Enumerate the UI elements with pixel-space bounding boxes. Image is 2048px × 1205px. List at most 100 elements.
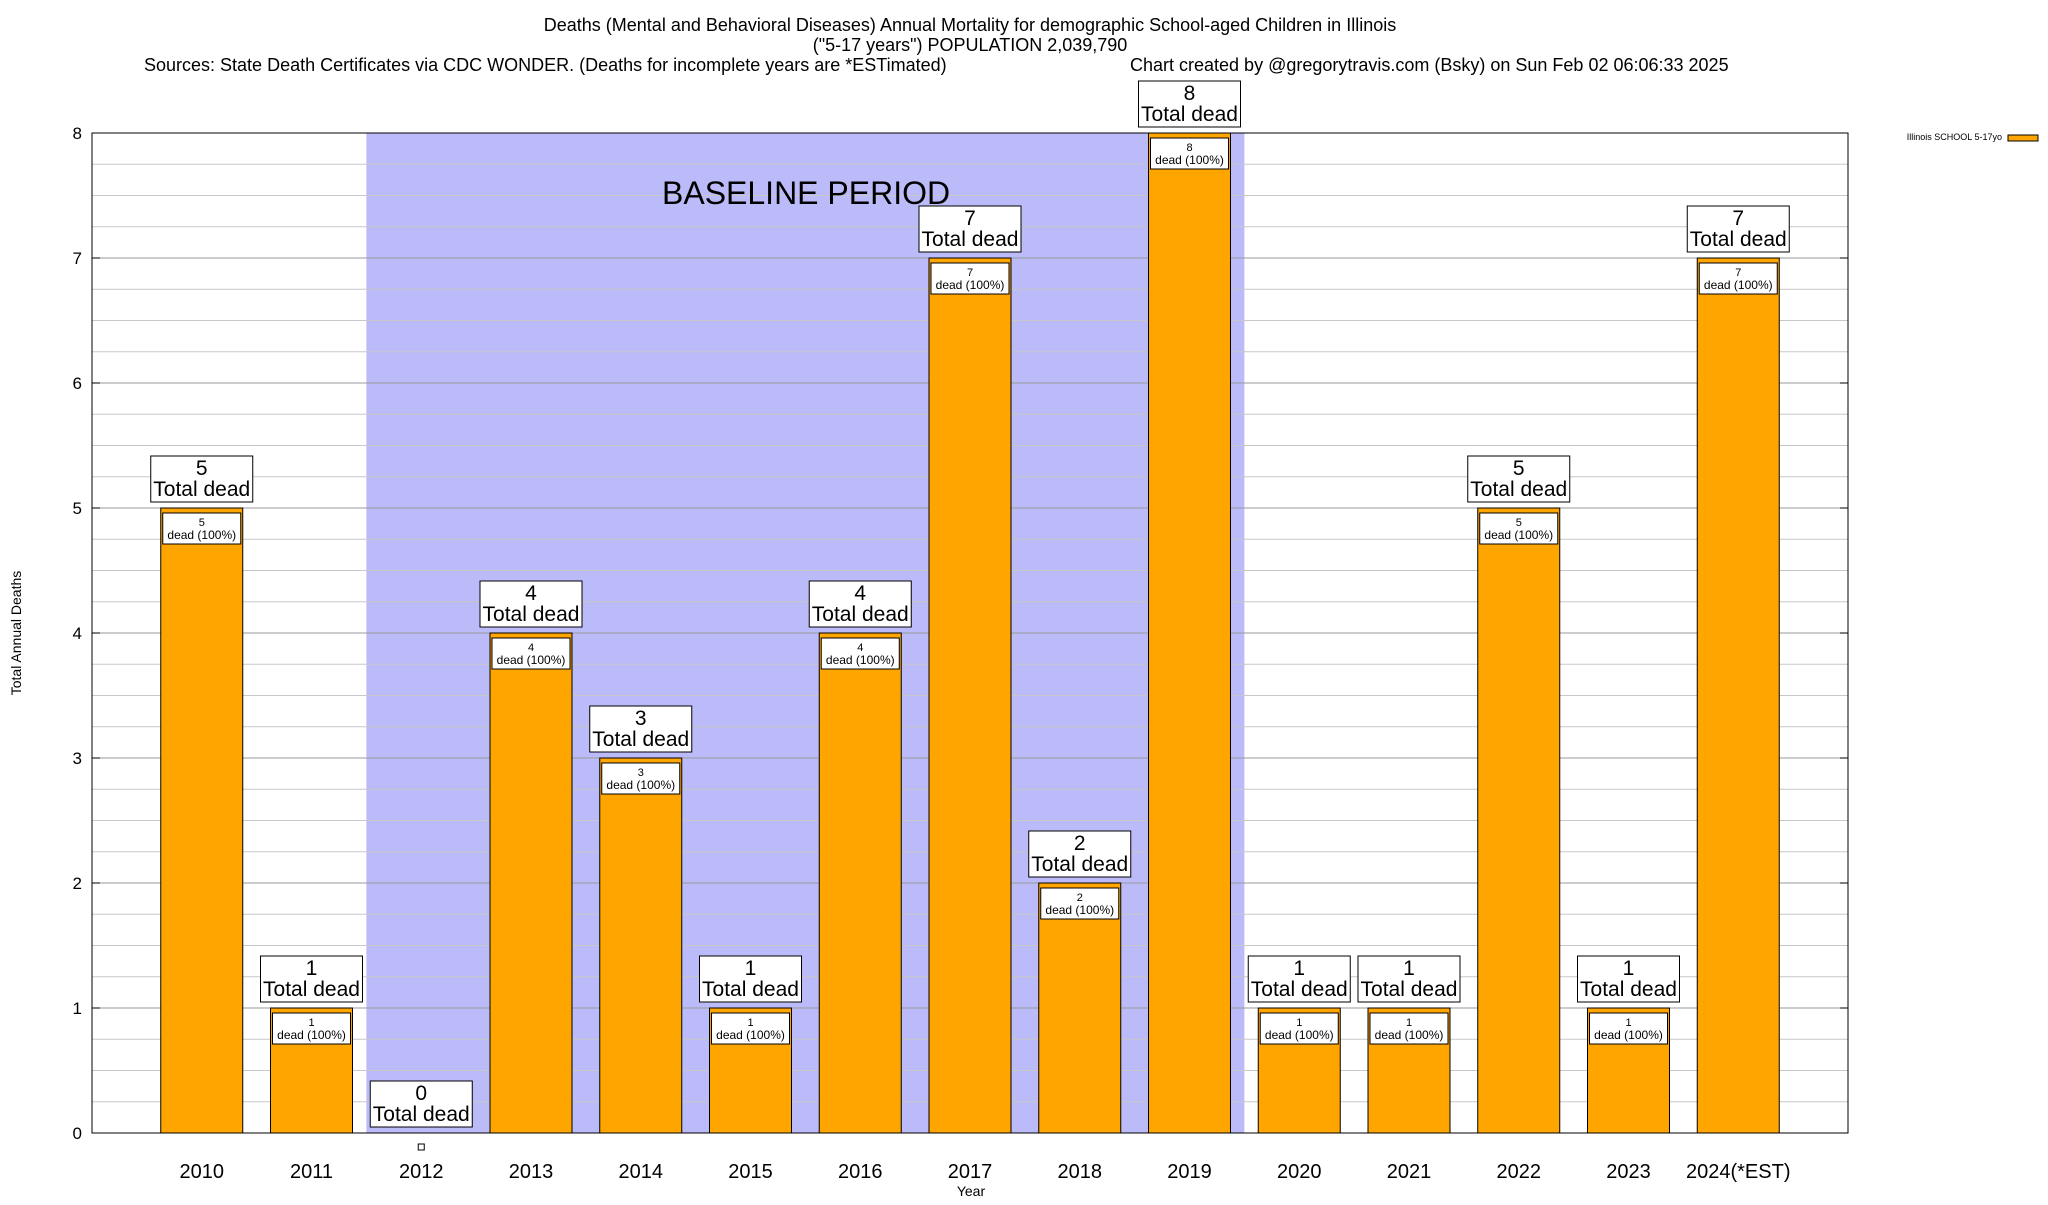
x-axis-label: Year bbox=[957, 1183, 986, 1199]
bar bbox=[928, 257, 1012, 1134]
total-label: Total dead bbox=[483, 603, 580, 626]
total-label-box bbox=[369, 1080, 473, 1128]
bar-inner-label-box bbox=[272, 1012, 351, 1045]
y-tick-label: 4 bbox=[73, 624, 82, 643]
total-label-box bbox=[1247, 955, 1351, 1003]
bar-inner-label-box bbox=[1259, 1012, 1339, 1045]
chart-title-line-1: Deaths (Mental and Behavioral Diseases) … bbox=[544, 15, 1396, 35]
bar-inner-label-box bbox=[1698, 262, 1778, 295]
total-label-box bbox=[589, 705, 693, 753]
bar-inner-label-box bbox=[1589, 1012, 1668, 1045]
bar-inner-label-box bbox=[162, 512, 242, 545]
total-value: 3 bbox=[635, 707, 647, 730]
total-label: Total dead bbox=[1141, 103, 1238, 126]
baseline-label: BASELINE PERIOD bbox=[662, 175, 950, 211]
total-value: 1 bbox=[306, 957, 318, 980]
total-label: Total dead bbox=[1470, 478, 1567, 501]
total-label: Total dead bbox=[592, 728, 689, 751]
bar-inner-label: dead (100%) bbox=[1155, 153, 1224, 167]
y-axis-label: Total Annual Deaths bbox=[8, 571, 24, 696]
total-label-box bbox=[1028, 830, 1132, 878]
x-tick-label: 2015 bbox=[728, 1161, 773, 1183]
bar-inner-value: 2 bbox=[1077, 892, 1083, 904]
bar bbox=[1148, 132, 1231, 1134]
total-value: 5 bbox=[1513, 457, 1525, 480]
bar-inner-label-box bbox=[1479, 512, 1559, 545]
y-tick-label: 8 bbox=[73, 124, 82, 143]
bar-inner-value: 3 bbox=[638, 767, 644, 779]
x-tick-label: 2023 bbox=[1606, 1161, 1651, 1183]
bar-inner-label: dead (100%) bbox=[497, 653, 566, 667]
bar-inner-label: dead (100%) bbox=[1594, 1028, 1663, 1042]
total-value: 5 bbox=[196, 457, 208, 480]
bar-inner-label-box bbox=[711, 1012, 790, 1045]
bar bbox=[1696, 257, 1780, 1134]
total-label: Total dead bbox=[1031, 853, 1128, 876]
bar-inner-label: dead (100%) bbox=[826, 653, 895, 667]
total-label-box bbox=[479, 580, 583, 628]
x-tick-label: 2014 bbox=[619, 1161, 664, 1183]
bar-inner-label: dead (100%) bbox=[1704, 278, 1773, 292]
bar bbox=[818, 632, 902, 1134]
bar-inner-label: dead (100%) bbox=[716, 1028, 785, 1042]
x-tick-label: 2017 bbox=[948, 1161, 993, 1183]
x-tick-label: 2013 bbox=[509, 1161, 554, 1183]
bar-inner-value: 7 bbox=[1735, 267, 1741, 279]
bar-inner-label-box bbox=[1369, 1012, 1449, 1045]
chart-sources: Sources: State Death Certificates via CD… bbox=[144, 55, 947, 75]
total-label: Total dead bbox=[702, 978, 799, 1001]
total-value: 1 bbox=[1623, 957, 1635, 980]
total-label-box bbox=[699, 955, 802, 1003]
total-label: Total dead bbox=[1580, 978, 1677, 1001]
bar-inner-value: 1 bbox=[1296, 1017, 1302, 1029]
bar-inner-value: 4 bbox=[528, 642, 534, 654]
x-tick-label: 2024(*EST) bbox=[1686, 1161, 1791, 1183]
legend-swatch bbox=[2007, 134, 2039, 142]
bar bbox=[1477, 507, 1561, 1134]
bar-inner-label-box bbox=[1040, 887, 1120, 920]
bar-inner-value: 1 bbox=[1406, 1017, 1412, 1029]
bar-inner-label: dead (100%) bbox=[1045, 903, 1114, 917]
total-label: Total dead bbox=[922, 228, 1019, 251]
x-tick-label: 2021 bbox=[1387, 1161, 1432, 1183]
y-tick-label: 6 bbox=[73, 374, 82, 393]
total-label-box bbox=[1357, 955, 1461, 1003]
total-label-box bbox=[260, 955, 363, 1003]
total-label-box bbox=[150, 455, 254, 503]
total-value: 1 bbox=[745, 957, 757, 980]
x-tick-label: 2010 bbox=[180, 1161, 225, 1183]
total-label: Total dead bbox=[812, 603, 909, 626]
total-label-box bbox=[1686, 205, 1790, 253]
y-tick-label: 2 bbox=[73, 874, 82, 893]
bar-inner-label: dead (100%) bbox=[1375, 1028, 1444, 1042]
x-tick-label: 2019 bbox=[1167, 1161, 1212, 1183]
x-tick-label: 2022 bbox=[1497, 1161, 1542, 1183]
bar-inner-label: dead (100%) bbox=[606, 778, 675, 792]
bar-inner-value: 1 bbox=[1625, 1017, 1631, 1029]
x-tick-label: 2020 bbox=[1277, 1161, 1322, 1183]
total-label: Total dead bbox=[153, 478, 250, 501]
bar-inner-label-box bbox=[601, 762, 681, 795]
total-label: Total dead bbox=[1251, 978, 1348, 1001]
bar bbox=[599, 757, 683, 1134]
x-tick-label: 2018 bbox=[1058, 1161, 1103, 1183]
y-tick-label: 1 bbox=[73, 999, 82, 1018]
total-label: Total dead bbox=[1690, 228, 1787, 251]
total-value: 4 bbox=[854, 582, 866, 605]
zero-value-marker bbox=[417, 1143, 425, 1151]
y-tick-label: 0 bbox=[73, 1124, 82, 1143]
total-label-box bbox=[1138, 80, 1241, 128]
bar-inner-label-box bbox=[930, 262, 1010, 295]
bar bbox=[489, 632, 573, 1134]
total-value: 1 bbox=[1293, 957, 1305, 980]
bar-inner-label-box bbox=[1150, 137, 1229, 170]
bar-inner-label: dead (100%) bbox=[1484, 528, 1553, 542]
bar-inner-value: 1 bbox=[747, 1017, 753, 1029]
total-label-box bbox=[1577, 955, 1680, 1003]
bar-inner-label-box bbox=[820, 637, 900, 670]
total-label: Total dead bbox=[373, 1103, 470, 1126]
total-label: Total dead bbox=[263, 978, 360, 1001]
total-label-box bbox=[808, 580, 912, 628]
